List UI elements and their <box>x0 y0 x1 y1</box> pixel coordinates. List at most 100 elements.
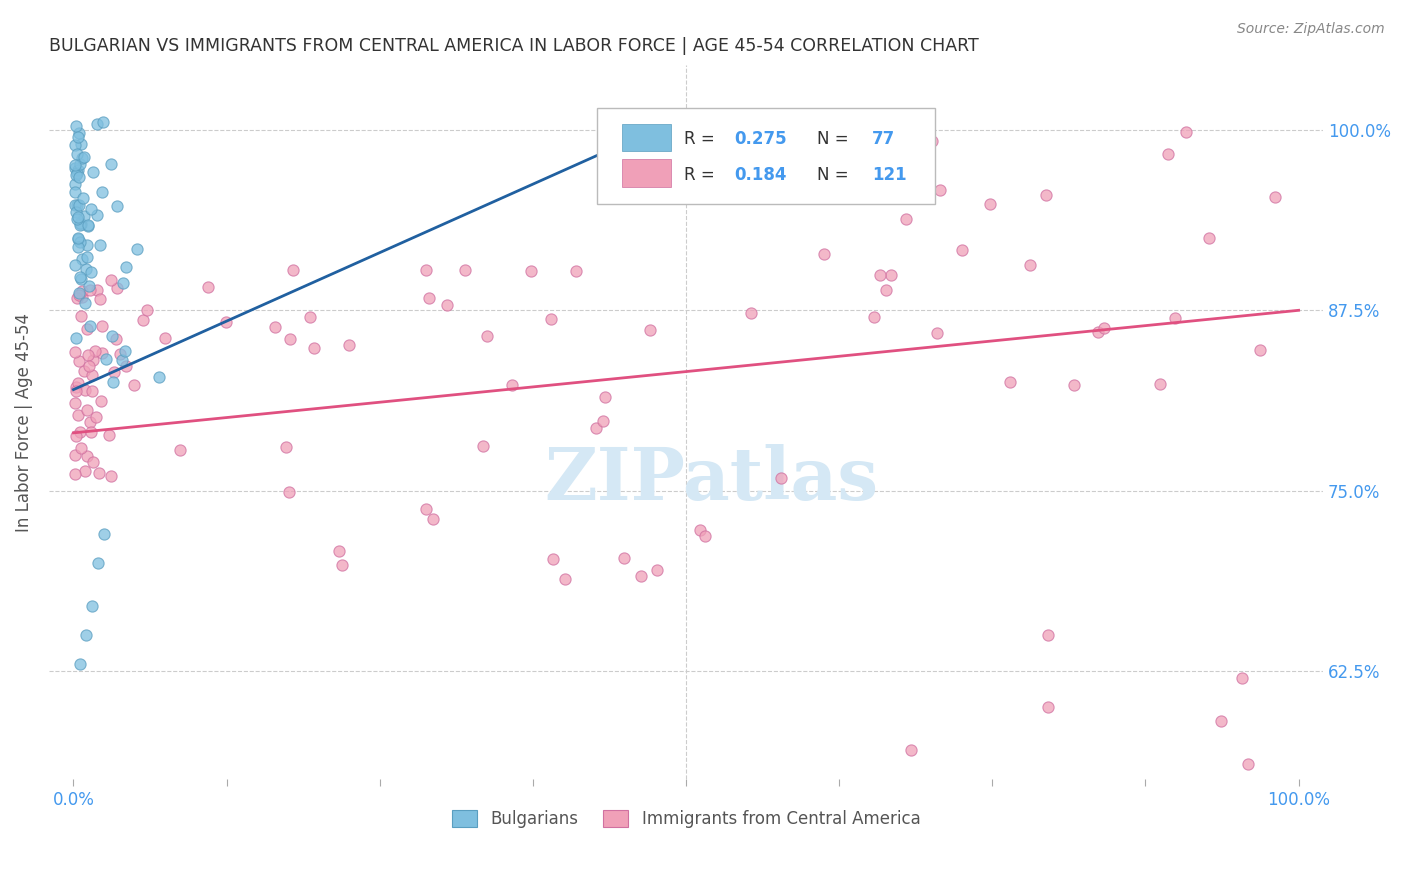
Point <box>66 408 89 422</box>
Point <box>136 302 159 317</box>
Point <box>197 280 219 294</box>
Point <box>169 443 191 458</box>
Point <box>76 219 98 233</box>
Point <box>73 150 96 164</box>
Point <box>69 235 91 250</box>
Point <box>1063 378 1085 392</box>
Point <box>1149 377 1171 392</box>
Point <box>82 384 104 399</box>
Point <box>283 263 305 277</box>
Text: BULGARIAN VS IMMIGRANTS FROM CENTRAL AMERICA IN LABOR FORCE | AGE 45-54 CORRELAT: BULGARIAN VS IMMIGRANTS FROM CENTRAL AME… <box>49 37 979 55</box>
Point <box>1164 310 1187 325</box>
Point <box>76 450 98 464</box>
FancyBboxPatch shape <box>598 108 935 204</box>
Point <box>76 322 98 336</box>
Point <box>67 230 90 244</box>
Point <box>67 163 90 178</box>
Point <box>263 320 285 334</box>
Point <box>740 306 762 320</box>
Point <box>277 485 299 500</box>
Point <box>214 315 236 329</box>
Point <box>454 263 477 277</box>
Point <box>105 199 128 213</box>
Point <box>65 448 87 462</box>
Point <box>63 161 86 176</box>
Point <box>1250 343 1272 357</box>
Text: R =: R = <box>683 166 720 184</box>
Point <box>75 628 97 642</box>
Point <box>894 211 917 226</box>
Point <box>695 529 717 543</box>
Point <box>155 331 177 345</box>
Text: 77: 77 <box>872 130 896 148</box>
Point <box>869 268 891 282</box>
Point <box>79 284 101 298</box>
Point <box>77 348 100 362</box>
Point <box>63 158 86 172</box>
Point <box>1198 230 1220 244</box>
Point <box>337 337 360 351</box>
Point <box>67 286 90 301</box>
Point <box>65 379 87 393</box>
Point <box>645 563 668 577</box>
Point <box>100 273 122 287</box>
Point <box>80 368 103 383</box>
Point <box>70 217 93 231</box>
Point <box>148 369 170 384</box>
Point <box>75 262 97 277</box>
Point <box>63 177 86 191</box>
Point <box>1264 190 1286 204</box>
Point <box>86 117 108 131</box>
Point <box>108 347 131 361</box>
Point <box>90 346 112 360</box>
Point <box>66 240 89 254</box>
Point <box>63 258 86 272</box>
Point <box>98 428 121 442</box>
Point <box>127 243 149 257</box>
Point <box>299 310 322 324</box>
Point <box>69 270 91 285</box>
FancyBboxPatch shape <box>623 124 671 151</box>
Point <box>96 352 118 367</box>
Point <box>613 550 636 565</box>
Point <box>1092 321 1115 335</box>
Point <box>65 428 87 442</box>
Text: ZIPatlas: ZIPatlas <box>544 443 879 515</box>
Point <box>76 402 98 417</box>
Point <box>921 134 943 148</box>
Point <box>65 119 87 133</box>
Point <box>501 377 523 392</box>
Point <box>103 375 125 389</box>
Point <box>472 439 495 453</box>
Point <box>69 219 91 233</box>
Point <box>79 415 101 429</box>
Point <box>100 157 122 171</box>
Point <box>70 137 93 152</box>
Y-axis label: In Labor Force | Age 45-54: In Labor Force | Age 45-54 <box>15 312 32 532</box>
Point <box>592 414 614 428</box>
Point <box>66 376 89 391</box>
Point <box>70 151 93 165</box>
Point <box>801 144 824 158</box>
Point <box>70 290 93 304</box>
Point <box>415 502 437 516</box>
Text: N =: N = <box>817 130 855 148</box>
Point <box>66 146 89 161</box>
Point <box>595 390 617 404</box>
Point <box>69 216 91 230</box>
Point <box>541 551 564 566</box>
Point <box>998 376 1021 390</box>
Point <box>84 343 107 358</box>
Text: 121: 121 <box>872 166 907 184</box>
Point <box>72 252 94 266</box>
Point <box>69 157 91 171</box>
Point <box>1230 671 1253 685</box>
Point <box>65 331 87 345</box>
Point <box>73 295 96 310</box>
Point <box>689 523 711 537</box>
Legend: Bulgarians, Immigrants from Central America: Bulgarians, Immigrants from Central Amer… <box>446 804 927 835</box>
Point <box>90 185 112 199</box>
Point <box>520 264 543 278</box>
Point <box>280 332 302 346</box>
Point <box>89 293 111 307</box>
